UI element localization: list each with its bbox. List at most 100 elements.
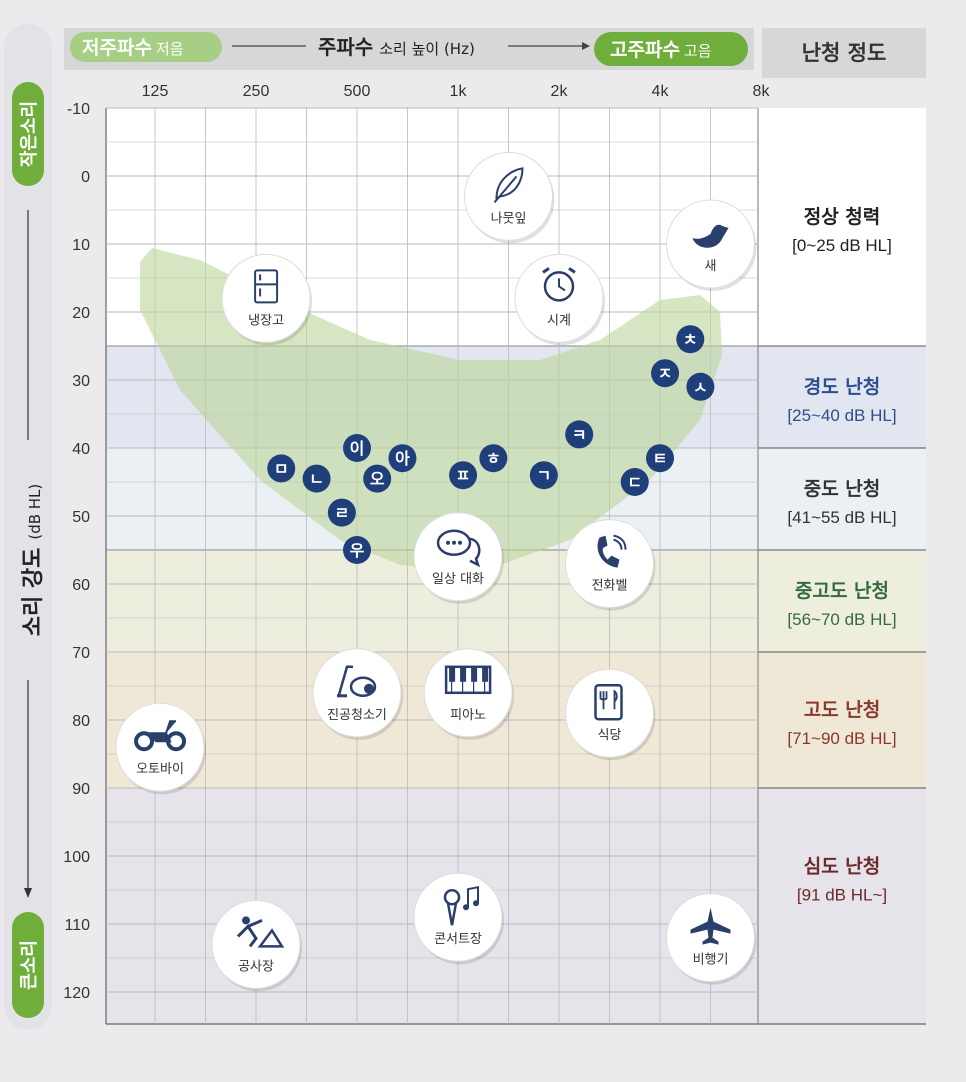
sound-example: 나뭇잎 [464, 151, 555, 244]
phoneme-char: ㄷ [627, 473, 642, 492]
x-tick-label: 8k [753, 83, 771, 100]
phoneme-char: 오 [370, 470, 385, 489]
sound-example: 새 [666, 199, 757, 291]
sound-example: 비행기 [666, 893, 757, 985]
low-frequency-pill [70, 32, 222, 62]
severity-category-range: [0~25 dB HL] [792, 236, 892, 255]
x-tick-label: 2k [551, 83, 569, 100]
phoneme-dot [565, 420, 594, 449]
y-tick-label: 10 [72, 237, 90, 254]
phone-icon [597, 534, 627, 568]
construction-icon [236, 916, 285, 948]
sound-label: 비행기 [693, 952, 729, 968]
severity-category-name: 중고도 난청 [795, 580, 889, 602]
phoneme-dot [327, 498, 356, 527]
motorcycle-icon [134, 720, 187, 752]
sound-label: 나뭇잎 [491, 211, 527, 226]
phoneme-char: 이 [350, 439, 365, 458]
airplane-icon [690, 907, 731, 945]
phoneme-char: ㄱ [536, 466, 551, 485]
severity-category-range: [91 dB HL~] [797, 885, 887, 904]
frequency-arrow-head [582, 42, 590, 50]
y-tick-label: 110 [64, 917, 90, 934]
phoneme-dot [686, 372, 715, 401]
sound-bubble [115, 702, 205, 792]
phoneme-dot [343, 536, 371, 564]
sound-label: 오토바이 [136, 762, 184, 777]
loud-sound-label: 큰소리 [19, 940, 40, 990]
sound-example: 시계 [514, 253, 605, 346]
y-axis-title: 소리 강도(dB HL) [21, 484, 46, 637]
phoneme-dot [388, 444, 417, 473]
sound-label: 일상 대화 [432, 572, 484, 587]
x-tick-label: 250 [243, 83, 270, 100]
y-tick-label: 120 [63, 985, 90, 1002]
phoneme-dot [363, 464, 392, 493]
y-tick-label: 0 [81, 169, 90, 186]
y-tick-label: 80 [72, 713, 90, 730]
sound-example: 일상 대화 [413, 512, 504, 604]
phoneme-dot [343, 434, 371, 462]
sound-label: 공사장 [238, 959, 274, 974]
phoneme-dot [267, 454, 296, 483]
phoneme-dot [302, 464, 331, 493]
phoneme-char: ㄹ [334, 504, 349, 523]
sound-label: 시계 [547, 313, 571, 328]
leaf-icon [493, 167, 524, 204]
sound-label: 전화벨 [592, 579, 628, 594]
y-tick-label: 20 [72, 305, 90, 322]
severity-band [106, 788, 926, 1024]
sound-bubble [514, 253, 604, 343]
soft-sound-label: 작은소리 [19, 101, 40, 167]
x-tick-labels: 125 250 500 1k 2k 4k 8k [142, 83, 771, 100]
frequency-axis-title: 주파수 소리 높이 (Hz) [318, 35, 475, 59]
y-tick-label: 40 [72, 441, 90, 458]
restaurant-menu-icon [594, 683, 623, 721]
sound-label: 새 [705, 259, 717, 274]
sound-label: 식당 [598, 728, 622, 743]
phoneme-char: 아 [395, 449, 410, 468]
phoneme-char: ㅁ [274, 459, 289, 478]
severity-header-title: 난청 정도 [802, 41, 887, 65]
sound-example: 식당 [565, 668, 656, 761]
phoneme-char: ㅈ [658, 364, 673, 383]
sound-example: 공사장 [211, 899, 302, 992]
sound-bubble [565, 668, 654, 758]
sound-label: 피아노 [450, 708, 486, 723]
severity-category-range: [71~90 dB HL] [787, 729, 896, 748]
low-frequency-label: 저주파수 저음 [82, 37, 184, 59]
phoneme-dot [646, 444, 674, 473]
soft-sound-pill [12, 82, 44, 186]
y-tick-label: 90 [72, 781, 90, 798]
phoneme-dot [529, 461, 558, 490]
y-axis-strip [4, 24, 52, 1030]
phoneme-char: ㅅ [693, 378, 708, 397]
sound-example: 오토바이 [115, 702, 207, 795]
sound-bubble [464, 151, 553, 241]
y-tick-label: 100 [63, 849, 90, 866]
sound-label: 콘서트장 [434, 932, 482, 947]
severity-category-name: 고도 난청 [804, 699, 881, 721]
x-tick-label: 4k [652, 83, 670, 100]
piano-icon [444, 665, 492, 695]
severity-band [106, 550, 926, 652]
sound-bubble [211, 899, 301, 989]
sound-label: 냉장고 [248, 313, 284, 328]
sound-example: 진공청소기 [312, 648, 403, 740]
phoneme-char: ㅍ [456, 466, 471, 485]
severity-category-name: 심도 난청 [804, 855, 881, 877]
sound-label: 진공청소기 [327, 708, 387, 723]
sound-bubble [413, 872, 503, 962]
severity-category-name: 중도 난청 [804, 478, 881, 500]
y-tick-labels: -10 0 10 20 30 40 50 60 70 80 90 100 110 120 [63, 101, 90, 1002]
phoneme-dot [620, 468, 649, 496]
x-tick-label: 1k [450, 83, 468, 100]
severity-category-range: [41~55 dB HL] [787, 508, 896, 527]
sound-example: 전화벨 [565, 519, 656, 611]
phoneme-char: ㅋ [572, 425, 587, 444]
phoneme-char: ㅌ [653, 449, 668, 468]
sound-bubble [413, 512, 503, 602]
